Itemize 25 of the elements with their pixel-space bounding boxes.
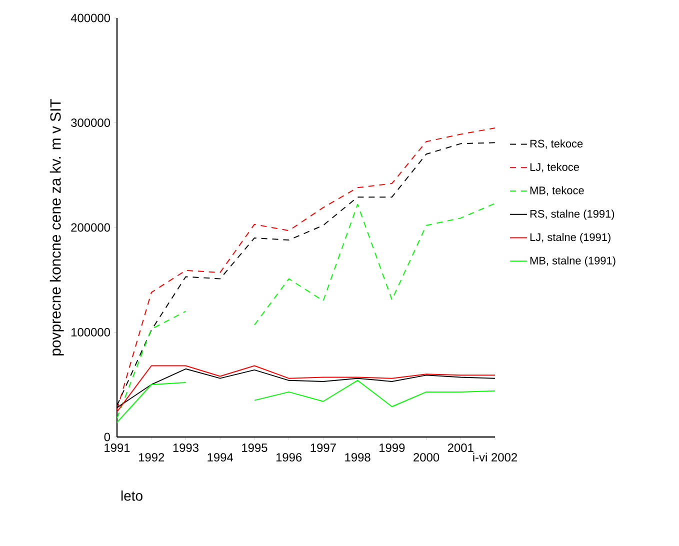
x-tick-label: 1991 [104, 444, 130, 452]
x-tick-label: 1992 [138, 453, 164, 462]
legend-label: RS, stalne (1991) [530, 210, 614, 220]
legend-label: MB, tekoce [530, 186, 584, 196]
y-tick-label: 400000 [70, 14, 110, 22]
x-tick-label: 1993 [173, 444, 199, 452]
legend-label: RS, tekoce [530, 139, 583, 149]
x-tick-label: 2001 [448, 444, 474, 452]
legend-label: LJ, stalne (1991) [530, 233, 610, 244]
y-tick-label: 200000 [71, 223, 110, 232]
x-tick-label: i-vi 2002 [473, 452, 517, 462]
legend-label: LJ, tekoce [530, 162, 579, 172]
x-tick-label: 1998 [345, 453, 370, 462]
x-tick-label: 1994 [208, 453, 234, 462]
x-tick-label: 2000 [414, 453, 440, 462]
x-tick-label: 1995 [242, 444, 268, 452]
y-tick-label: 0 [104, 432, 110, 442]
x-axis-title: leto [121, 490, 142, 501]
legend-label: MB, stalne (1991) [530, 256, 616, 267]
y-tick-label: 100000 [72, 328, 110, 336]
y-tick-label: 300000 [71, 118, 110, 127]
x-tick-label: 1997 [310, 444, 336, 452]
y-axis-title: povprecne koncne cene za kv. m v SIT [50, 98, 64, 356]
x-tick-label: 1996 [276, 453, 302, 462]
x-tick-label: 1999 [380, 444, 405, 452]
